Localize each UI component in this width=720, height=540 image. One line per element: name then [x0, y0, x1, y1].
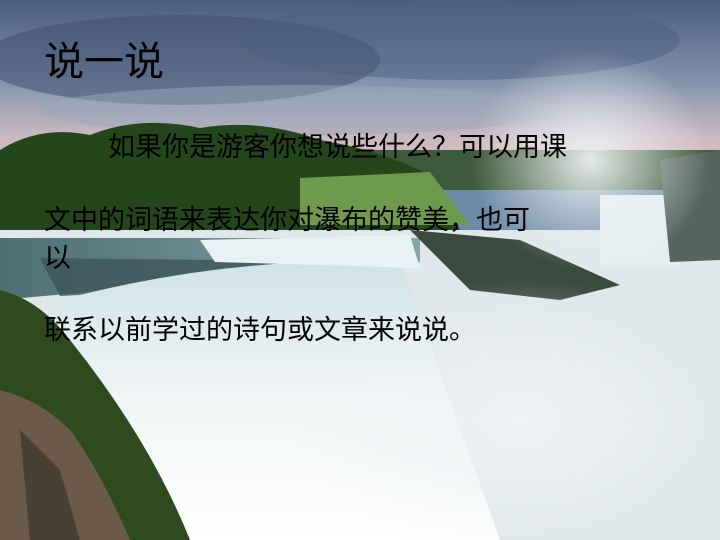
slide-title: 说一说	[44, 39, 164, 85]
body-line-4: 联系以前学过的诗句或文章来说说。	[44, 315, 476, 346]
body-line-3: 以	[44, 243, 71, 274]
body-line-2: 文中的词语来表达你对瀑布的赞美，也可	[44, 205, 530, 236]
body-line-1: 如果你是游客你想说些什么？可以用课	[108, 132, 567, 163]
